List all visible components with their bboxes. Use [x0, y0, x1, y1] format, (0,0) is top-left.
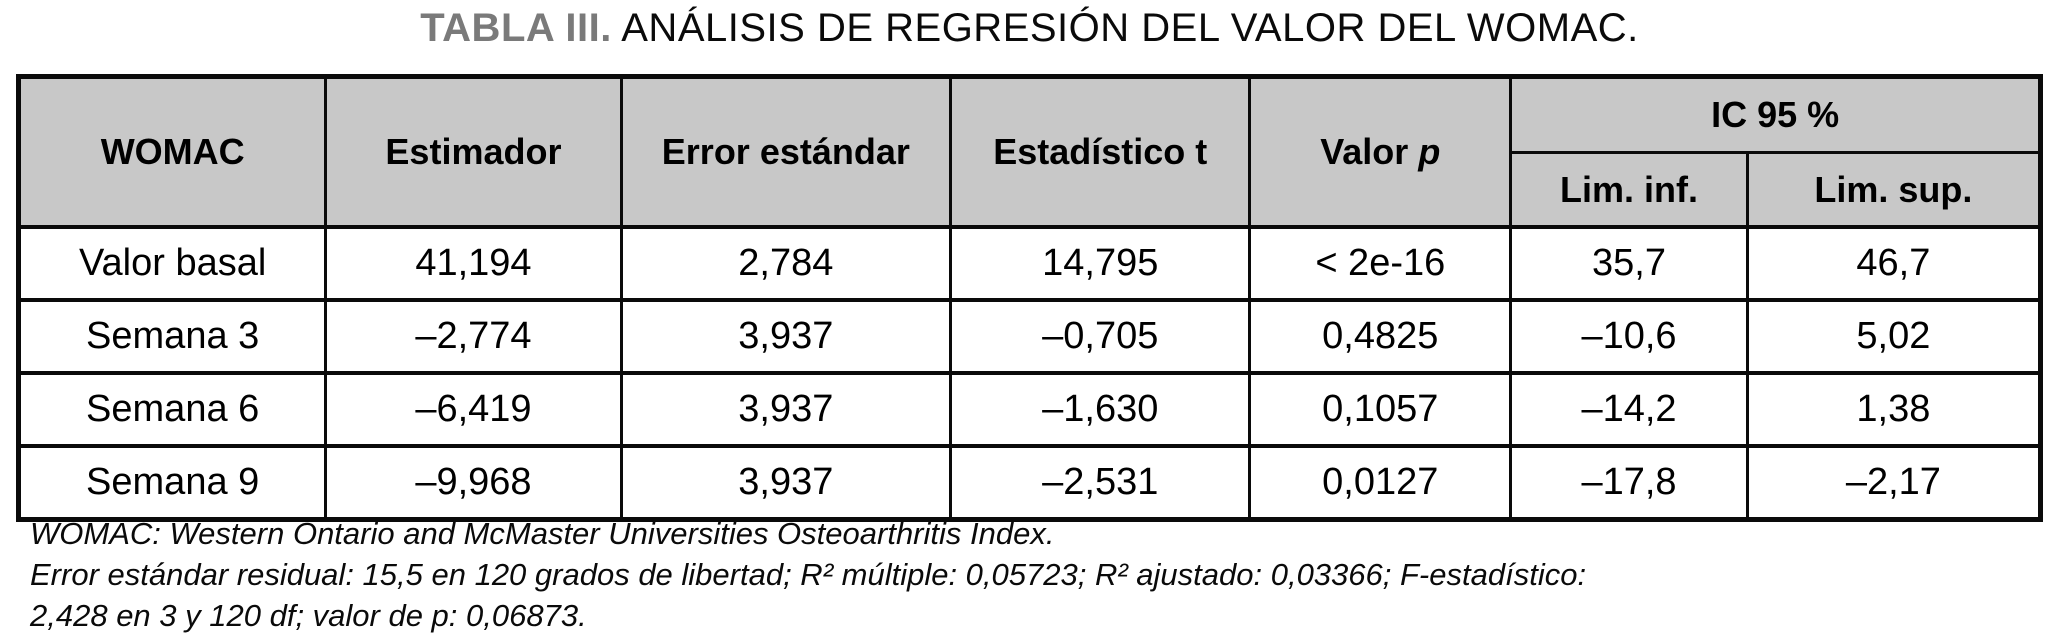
table-row-semana-3: Semana 3 –2,774 3,937 –0,705 0,4825 –10,… — [16, 298, 2043, 375]
col-header-womac: WOMAC — [16, 75, 328, 229]
cell-error-estandar: 3,937 — [619, 298, 953, 375]
row-label: Semana 9 — [16, 444, 328, 521]
row-label: Valor basal — [16, 225, 328, 302]
regression-table: WOMAC Estimador Error estándar Estadísti… — [16, 74, 2043, 522]
table-title-label: TABLA III. — [420, 6, 612, 50]
footnotes: WOMAC: Western Ontario and McMaster Univ… — [30, 514, 1586, 637]
cell-estimador: –6,419 — [324, 371, 623, 448]
valor-p-symbol: p — [1418, 131, 1441, 172]
cell-estadistico-t: –0,705 — [949, 298, 1252, 375]
cell-valor-p: < 2e-16 — [1248, 225, 1513, 302]
col-header-lim-sup: Lim. sup. — [1745, 151, 2043, 229]
cell-estadistico-t: 14,795 — [949, 225, 1252, 302]
cell-error-estandar: 3,937 — [619, 444, 953, 521]
col-header-estimador: Estimador — [324, 75, 623, 229]
col-header-estadistico-t: Estadístico t — [949, 75, 1252, 229]
col-header-error-estandar: Error estándar — [619, 75, 953, 229]
cell-error-estandar: 3,937 — [619, 371, 953, 448]
cell-lim-sup: 5,02 — [1745, 298, 2043, 375]
cell-valor-p: 0,1057 — [1248, 371, 1513, 448]
cell-estimador: –9,968 — [324, 444, 623, 521]
cell-valor-p: 0,0127 — [1248, 444, 1513, 521]
table-title: TABLA III. ANÁLISIS DE REGRESIÓN DEL VAL… — [0, 6, 2059, 51]
col-header-ic95: IC 95 % — [1509, 75, 2042, 154]
cell-lim-inf: 35,7 — [1509, 225, 1749, 302]
cell-estadistico-t: –2,531 — [949, 444, 1252, 521]
cell-lim-inf: –14,2 — [1509, 371, 1749, 448]
table-title-text: ANÁLISIS DE REGRESIÓN DEL VALOR DEL WOMA… — [621, 6, 1639, 50]
cell-lim-sup: 1,38 — [1745, 371, 2043, 448]
cell-lim-sup: 46,7 — [1745, 225, 2043, 302]
row-label: Semana 6 — [16, 371, 328, 448]
footnote-f-statistic: 2,428 en 3 y 120 df; valor de p: 0,06873… — [30, 597, 587, 633]
cell-lim-inf: –10,6 — [1509, 298, 1749, 375]
row-label: Semana 3 — [16, 298, 328, 375]
table-row-semana-6: Semana 6 –6,419 3,937 –1,630 0,1057 –14,… — [16, 371, 2043, 448]
table-row-valor-basal: Valor basal 41,194 2,784 14,795 < 2e-16 … — [16, 225, 2043, 302]
cell-lim-inf: –17,8 — [1509, 444, 1749, 521]
cell-error-estandar: 2,784 — [619, 225, 953, 302]
cell-estimador: –2,774 — [324, 298, 623, 375]
footnote-residual-stats: Error estándar residual: 15,5 en 120 gra… — [30, 556, 1587, 592]
col-header-lim-inf: Lim. inf. — [1509, 151, 1749, 229]
cell-lim-sup: –2,17 — [1745, 444, 2043, 521]
cell-estimador: 41,194 — [324, 225, 623, 302]
cell-estadistico-t: –1,630 — [949, 371, 1252, 448]
cell-valor-p: 0,4825 — [1248, 298, 1513, 375]
table-row-semana-9: Semana 9 –9,968 3,937 –2,531 0,0127 –17,… — [16, 444, 2043, 521]
col-header-valor-p: Valor p — [1248, 75, 1513, 229]
footnote-womac-definition: WOMAC: Western Ontario and McMaster Univ… — [30, 516, 1055, 551]
valor-p-prefix: Valor — [1320, 131, 1409, 172]
